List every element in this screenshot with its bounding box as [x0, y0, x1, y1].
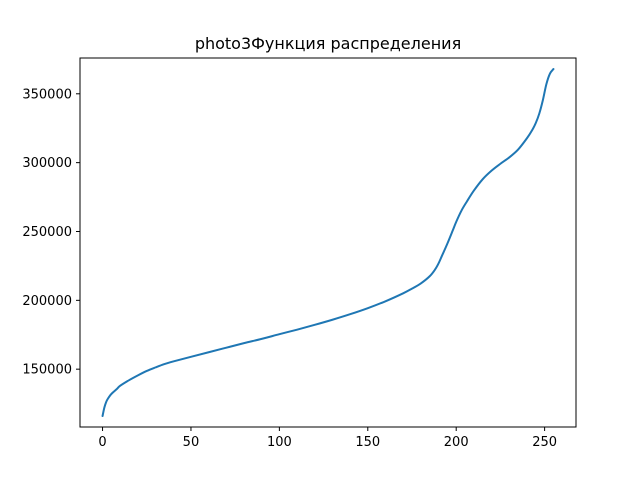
x-axis: 0 50 100 150 200 250 [98, 427, 557, 450]
y-tick-label: 250000 [22, 225, 72, 240]
y-tick-label: 300000 [22, 156, 72, 171]
y-axis: 150000 200000 250000 300000 350000 [22, 87, 80, 378]
x-tick-label: 100 [267, 435, 292, 450]
x-tick-label: 50 [183, 435, 200, 450]
y-tick-label: 200000 [22, 294, 72, 309]
x-tick-label: 250 [532, 435, 557, 450]
data-series-line [101, 68, 555, 417]
plot-area [80, 58, 576, 427]
y-tick-label: 350000 [22, 87, 72, 102]
x-tick-label: 150 [355, 435, 380, 450]
x-tick-label: 200 [444, 435, 469, 450]
chart-title: photo3Функция распределения [195, 34, 461, 53]
x-tick-label: 0 [98, 435, 106, 450]
plot-frame [79, 57, 577, 428]
y-tick-label: 150000 [22, 363, 72, 378]
